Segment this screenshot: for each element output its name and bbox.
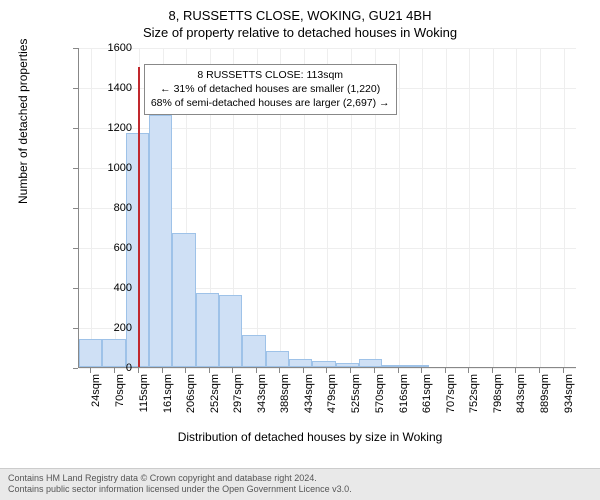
chart-subtitle: Size of property relative to detached ho… — [0, 25, 600, 40]
x-tick-label: 388sqm — [279, 374, 291, 424]
x-tick-mark — [421, 368, 422, 373]
address-title: 8, RUSSETTS CLOSE, WOKING, GU21 4BH — [0, 8, 600, 23]
histogram-bar — [219, 295, 242, 367]
y-tick-mark — [73, 288, 78, 289]
x-tick-mark — [162, 368, 163, 373]
x-tick-label: 161sqm — [162, 374, 174, 424]
x-tick-label: 570sqm — [374, 374, 386, 424]
y-axis-label: Number of detached properties — [16, 39, 30, 204]
gridline-v — [540, 48, 541, 367]
x-tick-mark — [138, 368, 139, 373]
histogram-bar — [382, 365, 405, 367]
gridline-v — [564, 48, 565, 367]
x-tick-label: 889sqm — [539, 374, 551, 424]
x-tick-label: 843sqm — [515, 374, 527, 424]
x-tick-label: 934sqm — [563, 374, 575, 424]
x-tick-label: 252sqm — [209, 374, 221, 424]
x-tick-mark — [350, 368, 351, 373]
annotation-line-1: 8 RUSSETTS CLOSE: 113sqm — [151, 68, 390, 82]
histogram-bar — [266, 351, 289, 367]
x-tick-label: 115sqm — [138, 374, 150, 424]
x-tick-mark — [468, 368, 469, 373]
x-tick-mark — [563, 368, 564, 373]
y-tick-label: 1200 — [82, 122, 132, 134]
x-tick-mark — [326, 368, 327, 373]
annotation-line-3: 68% of semi-detached houses are larger (… — [151, 96, 390, 110]
histogram-bar — [406, 365, 429, 367]
x-tick-label: 206sqm — [185, 374, 197, 424]
annotation-box: 8 RUSSETTS CLOSE: 113sqm← 31% of detache… — [144, 64, 397, 115]
x-tick-label: 24sqm — [90, 374, 102, 424]
x-tick-mark — [374, 368, 375, 373]
histogram-bar — [312, 361, 335, 367]
histogram-bar — [359, 359, 382, 367]
y-tick-mark — [73, 328, 78, 329]
footer-line-1: Contains HM Land Registry data © Crown c… — [8, 473, 592, 484]
x-tick-label: 297sqm — [232, 374, 244, 424]
x-tick-mark — [539, 368, 540, 373]
y-tick-label: 200 — [82, 322, 132, 334]
x-tick-mark — [232, 368, 233, 373]
gridline-v — [399, 48, 400, 367]
y-tick-label: 1600 — [82, 42, 132, 54]
y-tick-label: 400 — [82, 282, 132, 294]
x-tick-label: 479sqm — [326, 374, 338, 424]
y-tick-mark — [73, 208, 78, 209]
chart-area: Number of detached properties 8 RUSSETTS… — [32, 44, 588, 424]
gridline-v — [469, 48, 470, 367]
x-tick-label: 752sqm — [468, 374, 480, 424]
x-tick-label: 70sqm — [114, 374, 126, 424]
x-tick-mark — [515, 368, 516, 373]
y-tick-mark — [73, 168, 78, 169]
x-axis-label: Distribution of detached houses by size … — [32, 430, 588, 444]
gridline-v — [422, 48, 423, 367]
x-tick-label: 661sqm — [421, 374, 433, 424]
y-tick-label: 1000 — [82, 162, 132, 174]
x-tick-mark — [303, 368, 304, 373]
x-tick-label: 434sqm — [303, 374, 315, 424]
y-tick-mark — [73, 128, 78, 129]
gridline-h — [79, 368, 576, 369]
attribution-footer: Contains HM Land Registry data © Crown c… — [0, 468, 600, 500]
x-tick-mark — [492, 368, 493, 373]
y-tick-mark — [73, 368, 78, 369]
x-tick-label: 525sqm — [350, 374, 362, 424]
x-tick-label: 616sqm — [398, 374, 410, 424]
gridline-v — [493, 48, 494, 367]
x-tick-label: 343sqm — [256, 374, 268, 424]
x-tick-label: 798sqm — [492, 374, 504, 424]
histogram-bar — [196, 293, 219, 367]
gridline-v — [446, 48, 447, 367]
reference-line — [138, 67, 140, 367]
y-tick-label: 800 — [82, 202, 132, 214]
histogram-bar — [336, 363, 359, 367]
x-tick-mark — [398, 368, 399, 373]
y-tick-label: 600 — [82, 242, 132, 254]
footer-line-2: Contains public sector information licen… — [8, 484, 592, 495]
histogram-bar — [149, 115, 172, 367]
x-tick-mark — [114, 368, 115, 373]
y-tick-mark — [73, 248, 78, 249]
x-tick-mark — [256, 368, 257, 373]
histogram-bar — [289, 359, 312, 367]
gridline-v — [516, 48, 517, 367]
y-tick-mark — [73, 48, 78, 49]
y-tick-mark — [73, 88, 78, 89]
x-tick-mark — [209, 368, 210, 373]
histogram-bar — [172, 233, 195, 367]
x-tick-mark — [90, 368, 91, 373]
x-tick-label: 707sqm — [445, 374, 457, 424]
x-tick-mark — [445, 368, 446, 373]
y-tick-label: 1400 — [82, 82, 132, 94]
x-tick-mark — [279, 368, 280, 373]
x-tick-mark — [185, 368, 186, 373]
annotation-line-2: ← 31% of detached houses are smaller (1,… — [151, 82, 390, 96]
plot-area: 8 RUSSETTS CLOSE: 113sqm← 31% of detache… — [78, 48, 576, 368]
histogram-bar — [242, 335, 265, 367]
chart-header: 8, RUSSETTS CLOSE, WOKING, GU21 4BH Size… — [0, 0, 600, 40]
